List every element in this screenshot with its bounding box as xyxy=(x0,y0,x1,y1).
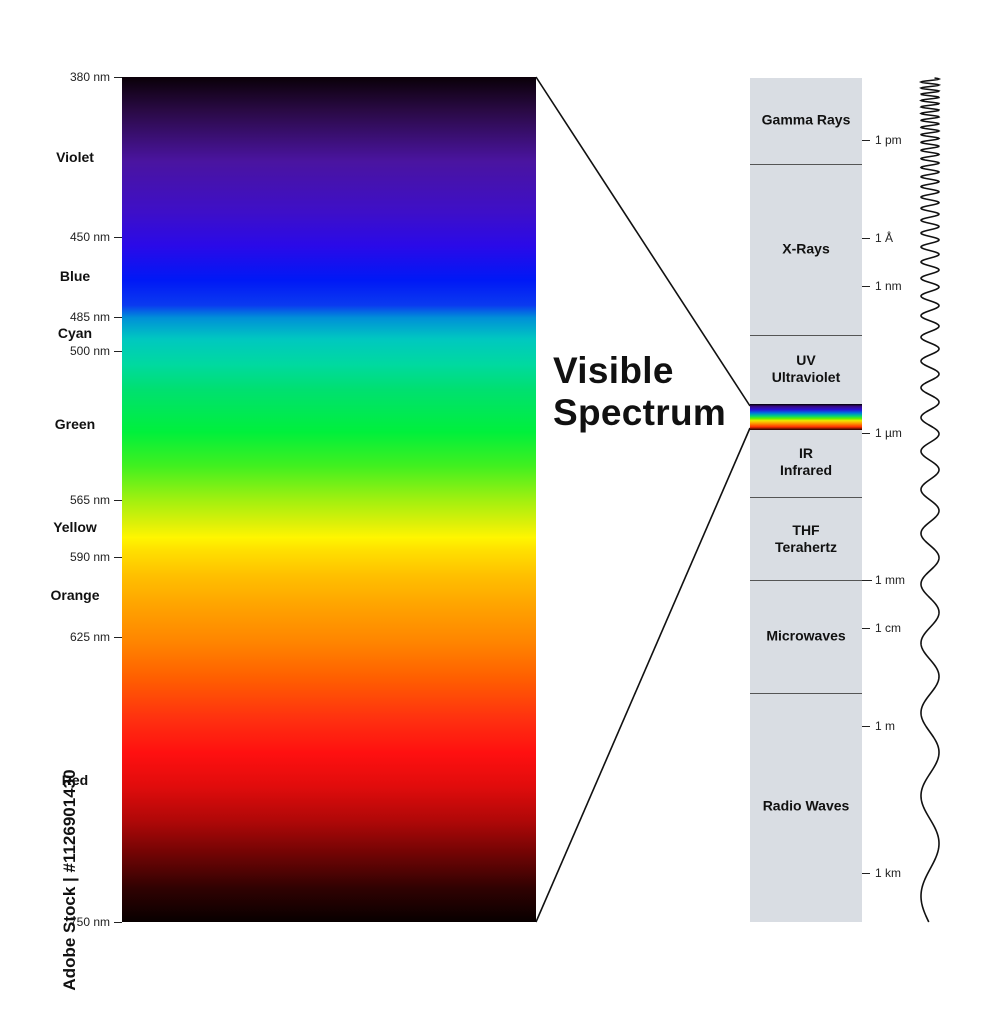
band-label-line-1: IR xyxy=(799,445,813,461)
band-label: Microwaves xyxy=(750,628,862,645)
color-name-cyan: Cyan xyxy=(57,324,93,341)
band-divider xyxy=(750,164,862,165)
scale-tick xyxy=(862,726,870,727)
em-spectrum-column xyxy=(750,78,862,922)
color-name-blue: Blue xyxy=(59,267,91,284)
wavelength-label: 450 nm xyxy=(69,229,110,244)
wavelength-tick xyxy=(114,922,122,923)
band-label-line-1: THF xyxy=(792,522,820,538)
visible-band-strip xyxy=(750,404,862,430)
wavelength-tick xyxy=(114,351,122,353)
wavelength-tick xyxy=(114,316,122,318)
wavelength-tick xyxy=(114,556,122,558)
band-label: IR Infrared xyxy=(750,445,862,479)
wave-path xyxy=(918,77,942,923)
side-text: Adobe Stock | #1126901430 xyxy=(60,769,79,991)
scale-tick xyxy=(862,628,870,629)
wave-icon xyxy=(918,77,942,923)
band-divider xyxy=(750,497,862,498)
scale-label: 1 cm xyxy=(875,621,902,635)
visible-spectrum-bar xyxy=(122,77,536,922)
scale-tick xyxy=(862,433,870,434)
scale-label: 1 nm xyxy=(875,279,902,293)
band-label: X-Rays xyxy=(750,241,862,258)
band-divider xyxy=(750,693,862,694)
wavelength-label: 485 nm xyxy=(69,309,110,324)
wavelength-label: 625 nm xyxy=(69,629,110,644)
color-name-violet: Violet xyxy=(56,148,94,165)
scale-label: 1 pm xyxy=(875,133,902,147)
scale-label: 1 µm xyxy=(875,426,902,440)
zoom-line-top xyxy=(535,76,751,407)
scale-tick xyxy=(862,140,870,141)
band-label: Radio Waves xyxy=(750,798,862,815)
color-name-yellow: Yellow xyxy=(53,518,97,535)
title-line-1: Visible xyxy=(553,350,674,391)
scale-tick xyxy=(862,238,870,239)
color-name-green: Green xyxy=(54,416,96,433)
visible-spectrum-title: Visible Spectrum xyxy=(553,350,726,434)
wavelength-label: 590 nm xyxy=(69,549,110,564)
band-divider xyxy=(750,335,862,336)
color-name-red: Red xyxy=(61,772,89,789)
scale-tick xyxy=(862,873,870,874)
wavelength-tick xyxy=(114,499,122,501)
color-name-orange: Orange xyxy=(50,587,100,604)
scale-tick xyxy=(862,580,872,581)
band-label-line-1: Gamma Rays xyxy=(761,111,851,128)
band-label-line-1: UV xyxy=(796,352,816,368)
wavelength-tick xyxy=(114,77,122,78)
band-label-line-2: Ultraviolet xyxy=(771,369,841,385)
band-divider xyxy=(750,580,862,581)
wavelength-label: 380 nm xyxy=(69,70,110,84)
band-label: UV Ultraviolet xyxy=(750,352,862,386)
wavelength-tick xyxy=(114,236,122,238)
title-line-2: Spectrum xyxy=(553,392,727,433)
scale-label: 1 mm xyxy=(875,573,905,587)
zoom-line-bottom xyxy=(535,427,751,923)
scale-label: 1 km xyxy=(875,866,902,880)
band-label-line-1: Microwaves xyxy=(766,627,846,644)
band-label-line-2: Terahertz xyxy=(775,539,837,555)
band-label-line-1: X-Rays xyxy=(782,240,830,257)
wavelength-tick xyxy=(114,636,122,638)
band-label-line-2: Infrared xyxy=(779,462,833,478)
band-label-line-1: Radio Waves xyxy=(762,797,850,814)
scale-label: 1 Å xyxy=(875,231,894,245)
wavelength-label: 565 nm xyxy=(69,492,110,507)
scale-tick xyxy=(862,286,870,287)
band-label: Gamma Rays xyxy=(750,112,862,129)
band-label: THF Terahertz xyxy=(750,522,862,556)
wavelength-label: 750 nm xyxy=(69,915,110,929)
scale-label: 1 m xyxy=(875,719,896,733)
wavelength-label: 500 nm xyxy=(69,344,110,359)
